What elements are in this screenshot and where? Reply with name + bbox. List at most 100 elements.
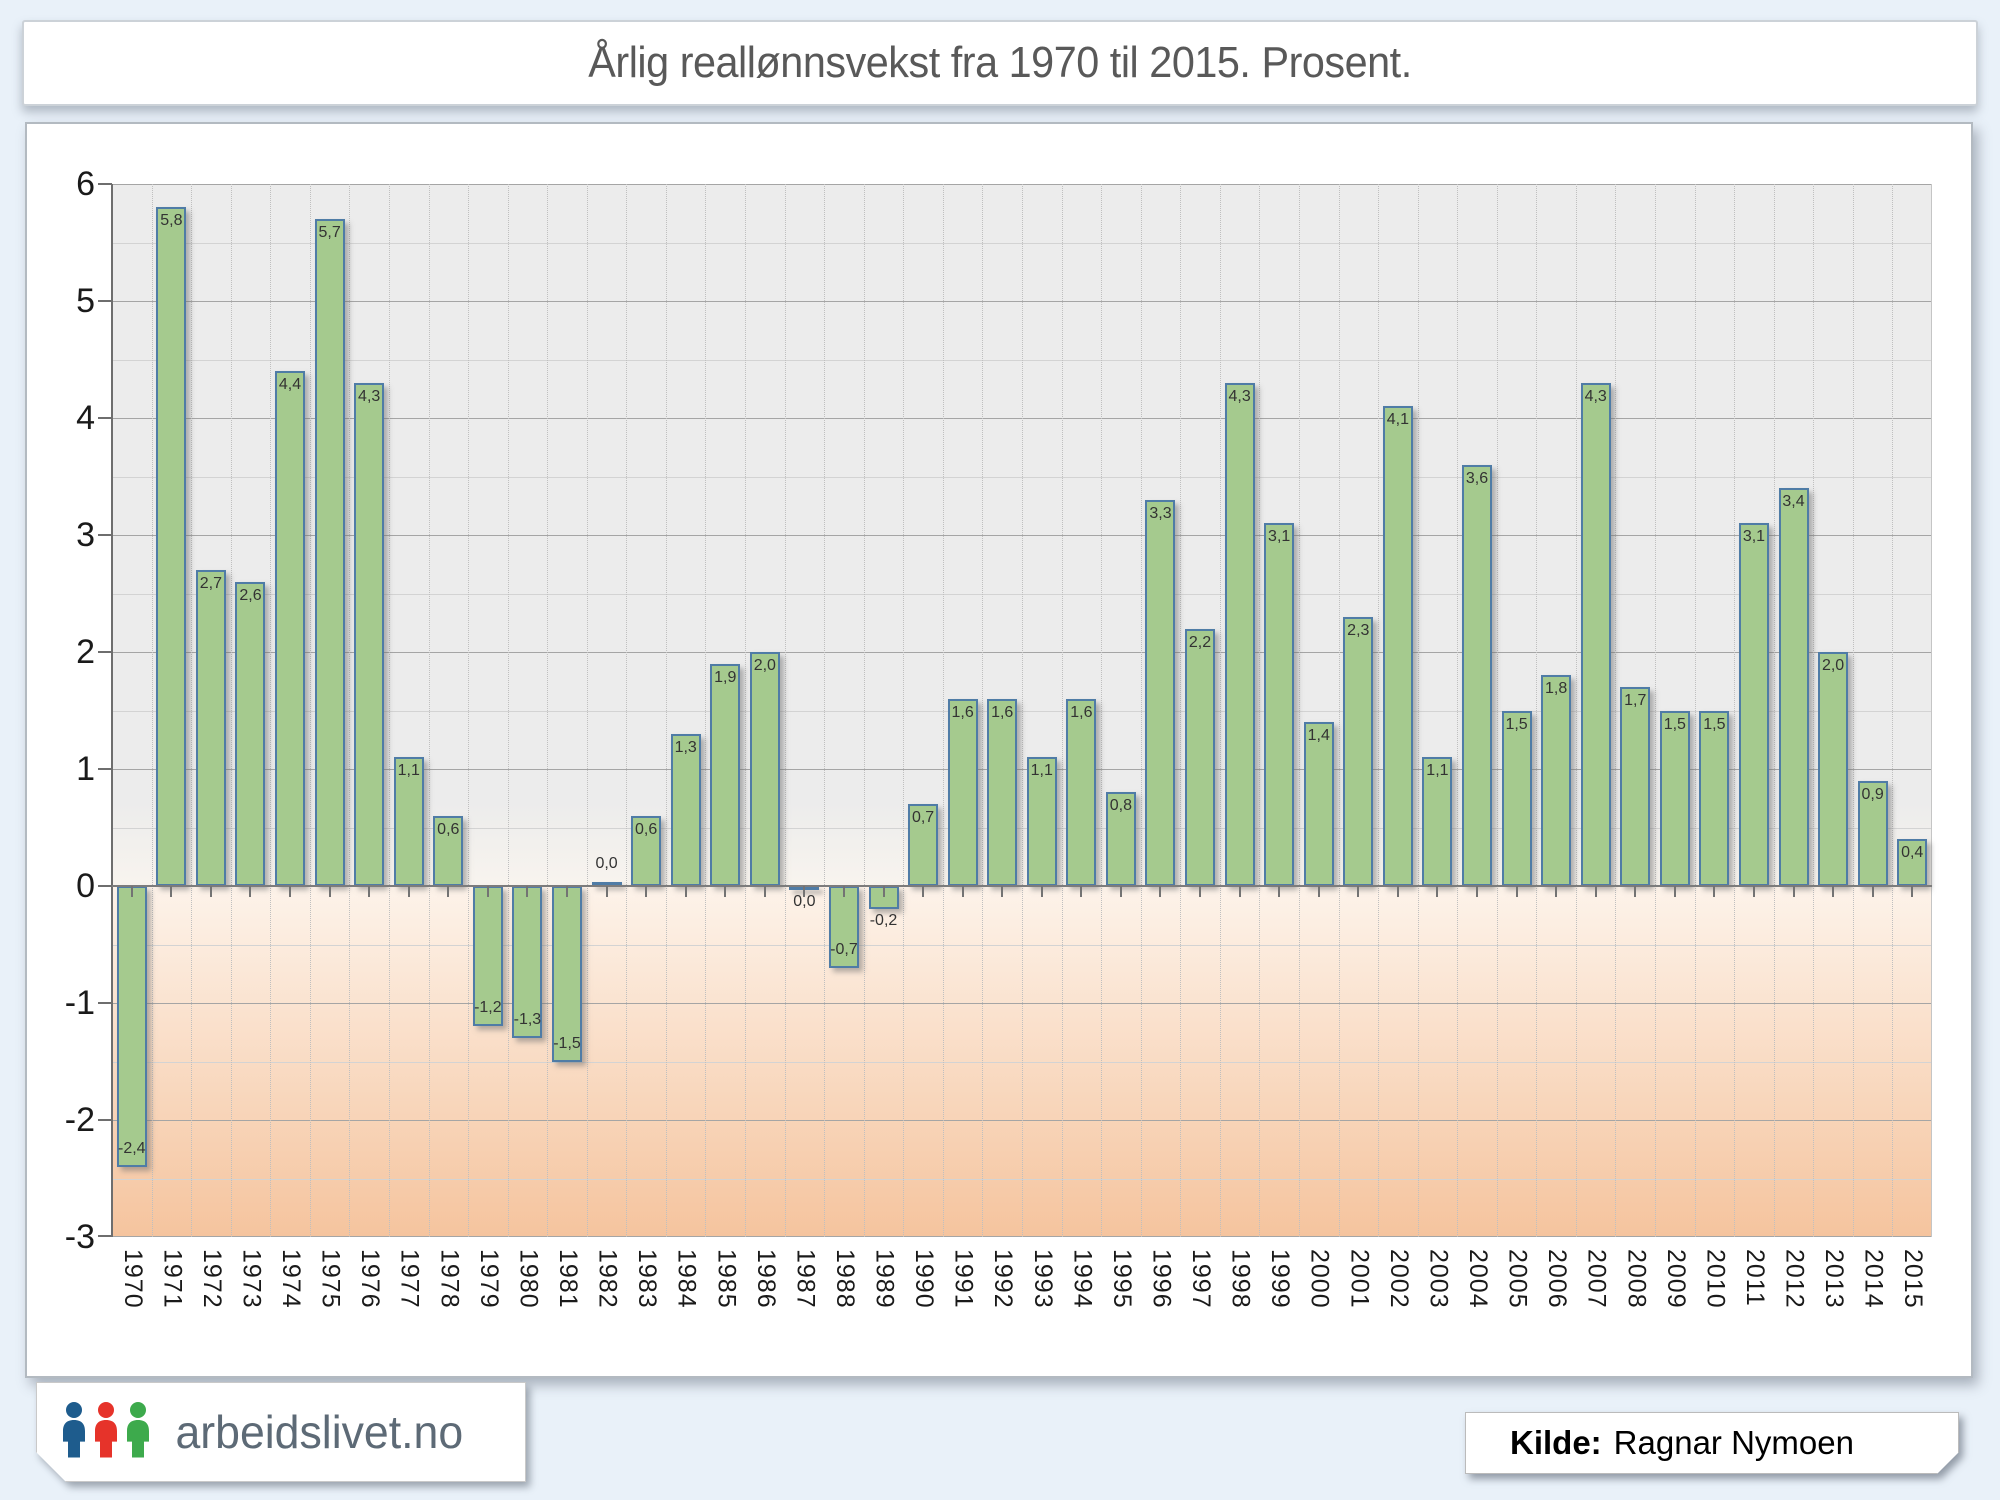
bar-value-label-1981: -1,5 — [553, 1034, 581, 1052]
bar-value-label-1976: 4,3 — [358, 387, 381, 405]
x-axis-tick — [1476, 886, 1478, 897]
x-axis-label-1996: 1996 — [1147, 1249, 1176, 1309]
x-axis-label-1990: 1990 — [910, 1249, 939, 1309]
gridline-vertical — [1022, 184, 1023, 1237]
x-axis-label-2006: 2006 — [1543, 1249, 1572, 1309]
bar-value-label-2007: 4,3 — [1584, 387, 1607, 405]
bar-value-label-2000: 1,4 — [1307, 727, 1330, 745]
bar-1976 — [354, 382, 385, 886]
x-axis-label-1979: 1979 — [474, 1249, 503, 1309]
y-axis-label--2: -2 — [64, 1101, 95, 1139]
zero-axis-line — [112, 885, 1932, 887]
bar-value-label-1980: -1,3 — [513, 1011, 542, 1029]
gridline-vertical — [705, 184, 707, 1237]
x-axis-tick — [1871, 886, 1874, 897]
person-icon-3 — [123, 1401, 153, 1464]
x-axis-label-1999: 1999 — [1266, 1249, 1295, 1309]
bar-2014 — [1857, 780, 1888, 886]
x-axis-tick — [249, 886, 252, 897]
gridline-vertical — [230, 184, 232, 1237]
bar-value-label-2001: 2,3 — [1347, 621, 1370, 639]
gridline-vertical — [665, 184, 667, 1237]
x-axis-label-2004: 2004 — [1464, 1249, 1492, 1309]
bar-2001 — [1343, 616, 1374, 886]
gridline-vertical — [1536, 184, 1538, 1237]
x-axis-tick — [1238, 886, 1241, 897]
bar-value-label-1987: 0,0 — [793, 893, 816, 910]
x-axis-label-1976: 1976 — [356, 1249, 385, 1309]
x-axis-tick — [1713, 886, 1716, 897]
source-box: Kilde: Ragnar Nymoen — [1465, 1412, 1959, 1474]
x-axis-label-1970: 1970 — [118, 1249, 147, 1309]
gridline-vertical — [1852, 184, 1854, 1237]
bar-2008 — [1620, 687, 1651, 886]
x-axis-tick — [1317, 886, 1320, 897]
y-axis-line — [111, 184, 113, 1237]
x-axis-label-1988: 1988 — [830, 1249, 859, 1309]
x-axis-label-1981: 1981 — [554, 1249, 582, 1309]
x-axis-label-1975: 1975 — [316, 1249, 345, 1309]
bar-value-label-2002: 4,1 — [1386, 411, 1409, 429]
x-axis-label-2011: 2011 — [1740, 1249, 1769, 1307]
y-axis-tick — [98, 1002, 112, 1004]
y-axis-label-4: 4 — [76, 399, 95, 437]
logo-text: arbeidslivet.no — [175, 1406, 464, 1458]
bar-value-label-2003: 1,1 — [1426, 762, 1449, 780]
x-axis-tick — [209, 886, 212, 897]
x-axis-tick — [368, 886, 371, 897]
x-axis-label-1997: 1997 — [1187, 1249, 1216, 1309]
bar-1994 — [1066, 698, 1097, 886]
x-axis-tick — [1357, 886, 1360, 897]
x-axis-tick — [1832, 886, 1835, 897]
x-axis-tick — [842, 886, 845, 897]
gridline-vertical — [468, 184, 470, 1237]
bar-1975 — [314, 219, 345, 886]
bar-1971 — [156, 207, 187, 886]
bar-2009 — [1659, 710, 1690, 886]
x-axis-tick — [1634, 886, 1637, 897]
x-axis-label-1982: 1982 — [593, 1249, 622, 1309]
bar-1992 — [987, 698, 1018, 886]
bar-2007 — [1580, 382, 1611, 886]
gridline-vertical — [903, 184, 905, 1237]
x-axis-tick — [645, 886, 648, 897]
bar-value-label-2015: 0,4 — [1901, 844, 1924, 862]
bar-1999 — [1264, 523, 1295, 886]
bar-value-label-2012: 3,4 — [1782, 493, 1805, 511]
gridline-vertical — [1655, 184, 1657, 1237]
x-axis-tick — [1278, 886, 1281, 897]
gridline-vertical — [942, 184, 944, 1237]
x-axis-tick — [1080, 886, 1083, 897]
x-axis-tick — [961, 886, 964, 897]
x-axis-label-2005: 2005 — [1503, 1249, 1532, 1309]
gridline-vertical — [1378, 184, 1380, 1237]
bar-value-label-1985: 1,9 — [714, 668, 737, 686]
gridline-vertical — [1575, 184, 1577, 1237]
x-axis-tick — [1673, 886, 1676, 897]
bar-value-label-1974: 4,4 — [278, 376, 302, 394]
gridline-vertical — [626, 184, 628, 1237]
plot-right-edge — [1931, 184, 1932, 1237]
chart-title-box: Årlig reallønnsvekst fra 1970 til 2015. … — [22, 20, 1978, 106]
x-axis-label-2010: 2010 — [1701, 1249, 1730, 1309]
gridline-vertical — [1259, 184, 1261, 1237]
bar-2010 — [1699, 710, 1730, 886]
gridline-vertical — [1734, 184, 1736, 1237]
gridline-vertical — [388, 184, 390, 1237]
gridline-vertical — [586, 184, 588, 1237]
bar-value-label-1997: 2,2 — [1188, 633, 1212, 651]
gridline-vertical — [1298, 184, 1300, 1237]
bar-value-label-1991: 1,6 — [951, 703, 974, 721]
x-axis-label-1974: 1974 — [277, 1249, 306, 1309]
bar-value-label-1986: 2,0 — [753, 657, 776, 674]
people-icons — [59, 1401, 153, 1464]
bar-1973 — [235, 581, 266, 886]
bar-value-label-2006: 1,8 — [1545, 680, 1568, 698]
bar-value-label-1977: 1,1 — [397, 762, 420, 780]
bar-1979 — [472, 886, 503, 1027]
gridline-vertical — [428, 184, 430, 1237]
x-axis-tick — [922, 886, 925, 897]
x-axis-label-1989: 1989 — [870, 1249, 899, 1309]
gridline-vertical — [1219, 184, 1221, 1237]
x-axis-label-1995: 1995 — [1107, 1249, 1136, 1309]
